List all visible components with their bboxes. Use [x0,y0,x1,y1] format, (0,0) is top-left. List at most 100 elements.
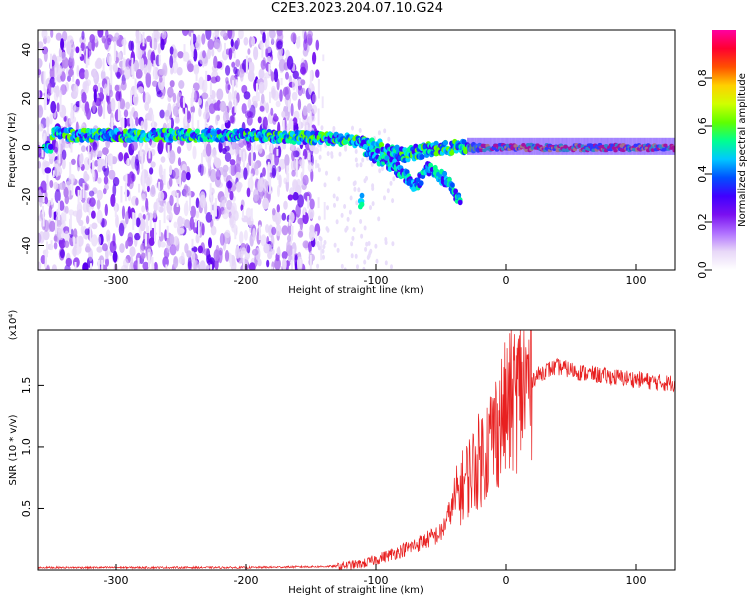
noise-speckle [67,75,71,82]
noise-speckle [207,48,211,60]
noise-speckle [91,38,95,52]
noise-speckle [259,105,265,112]
noise-speckle [266,259,270,268]
noise-streak [64,213,67,222]
noise-speckle [137,86,144,94]
noise-speckle [124,66,131,80]
ridge-halo [478,137,481,155]
noise-speckle [120,80,127,91]
noise-speckle [362,266,366,270]
noise-speckle [125,211,129,225]
noise-speckle [93,88,97,103]
noise-speckle [260,59,266,70]
branch-point [442,171,447,177]
noise-speckle [55,214,63,228]
noise-streak [138,183,141,193]
ridge-halo [662,137,664,155]
noise-speckle [371,201,375,207]
noise-speckle [82,201,89,213]
noise-streak [320,241,323,261]
noise-speckle [91,222,98,230]
ridge-halo [539,137,542,155]
noise-speckle [375,258,379,264]
noise-streak [139,140,142,157]
ridge-halo [511,137,514,155]
noise-speckle [215,169,221,181]
noise-speckle [166,214,172,221]
noise-streak [271,266,274,270]
noise-speckle [160,156,166,163]
noise-streak [195,73,198,82]
branch-point [453,188,458,194]
ridge-halo [607,137,610,155]
noise-speckle [133,260,139,270]
noise-streak [323,202,326,220]
noise-streak [120,186,123,203]
noise-speckle [276,204,280,213]
noise-speckle [199,194,207,209]
ridge-halo [658,137,661,155]
noise-speckle [103,188,107,195]
noise-speckle [226,199,233,211]
ridge-halo [640,137,643,155]
noise-speckle [172,92,177,103]
noise-speckle [169,55,174,69]
noise-speckle [224,145,230,152]
noise-speckle [286,240,290,252]
noise-streak [191,46,194,57]
noise-speckle [59,200,65,211]
noise-speckle [54,163,60,178]
noise-speckle [84,101,90,114]
noise-speckle [79,72,85,79]
noise-streak [317,197,320,209]
noise-speckle [158,68,166,76]
noise-speckle [160,38,165,51]
noise-speckle [218,140,223,153]
noise-speckle [228,91,232,102]
noise-speckle [252,227,256,241]
ridge-halo [545,137,547,155]
noise-streak [269,176,272,193]
ridge-halo [552,137,555,155]
noise-speckle [97,177,102,184]
noise-speckle [185,171,191,181]
noise-speckle [257,258,262,267]
noise-speckle [225,65,231,76]
noise-speckle [186,250,192,258]
noise-speckle [38,232,42,244]
noise-streak [309,255,312,270]
ridge-halo [504,137,507,155]
noise-speckle [45,116,50,129]
ridge-halo [467,137,469,155]
noise-speckle [241,103,247,114]
noise-speckle [154,261,158,270]
noise-speckle [274,212,282,226]
noise-streak [287,123,290,133]
noise-speckle [197,34,201,44]
noise-speckle [297,230,304,238]
noise-streak [191,93,194,107]
noise-streak [322,54,325,62]
ridge-halo [636,137,639,155]
noise-speckle [245,110,252,119]
noise-speckle [40,254,46,265]
ridge-halo [628,137,631,155]
noise-streak [242,151,245,168]
noise-streak [214,198,217,217]
noise-speckle [228,47,233,60]
snr-series-line [38,330,675,570]
noise-streak [189,195,191,211]
noise-streak [234,98,237,113]
noise-speckle [205,212,213,223]
noise-speckle [119,243,125,254]
x-tick-label: 0 [503,274,510,287]
noise-speckle [110,98,116,112]
noise-speckle [61,149,67,160]
noise-speckle [114,84,120,92]
noise-speckle [186,111,192,124]
ridge-halo [482,137,485,155]
noise-speckle [63,186,69,198]
noise-speckle [193,64,200,75]
ridge-halo [652,137,655,155]
noise-speckle [81,91,87,104]
